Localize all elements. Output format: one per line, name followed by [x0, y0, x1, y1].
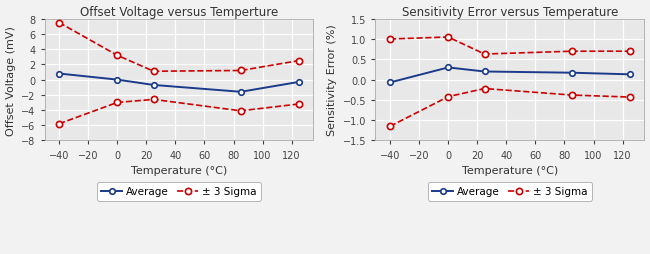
- Average: [237, 91, 244, 94]
- ± 3 Sigma: [295, 60, 303, 63]
- Legend: Average, ± 3 Sigma: Average, ± 3 Sigma: [97, 183, 261, 201]
- Y-axis label: Offset Voltage (mV): Offset Voltage (mV): [6, 26, 16, 135]
- Average: [568, 72, 576, 75]
- Line: Average: Average: [387, 65, 632, 86]
- Average: [150, 84, 157, 87]
- ± 3 Sigma: [386, 38, 394, 41]
- Line: Average: Average: [57, 71, 302, 95]
- Line: ± 3 Sigma: ± 3 Sigma: [56, 20, 302, 75]
- Legend: Average, ± 3 Sigma: Average, ± 3 Sigma: [428, 183, 592, 201]
- ± 3 Sigma: [480, 53, 488, 56]
- ± 3 Sigma: [568, 51, 576, 54]
- Average: [480, 71, 488, 74]
- ± 3 Sigma: [237, 70, 244, 73]
- ± 3 Sigma: [626, 51, 634, 54]
- ± 3 Sigma: [444, 36, 452, 39]
- ± 3 Sigma: [150, 70, 157, 73]
- X-axis label: Temperature (°C): Temperature (°C): [131, 165, 227, 176]
- Y-axis label: Sensitivity Error (%): Sensitivity Error (%): [328, 25, 337, 136]
- Average: [444, 67, 452, 70]
- Average: [113, 79, 121, 82]
- Line: ± 3 Sigma: ± 3 Sigma: [387, 35, 633, 58]
- Title: Sensitivity Error versus Temperature: Sensitivity Error versus Temperature: [402, 6, 618, 19]
- ± 3 Sigma: [55, 22, 63, 25]
- Average: [386, 82, 394, 85]
- ± 3 Sigma: [113, 55, 121, 58]
- Title: Offset Voltage versus Temperture: Offset Voltage versus Temperture: [80, 6, 278, 19]
- Average: [55, 73, 63, 76]
- Average: [626, 73, 634, 76]
- X-axis label: Temperature (°C): Temperature (°C): [462, 165, 558, 176]
- Average: [295, 81, 303, 84]
